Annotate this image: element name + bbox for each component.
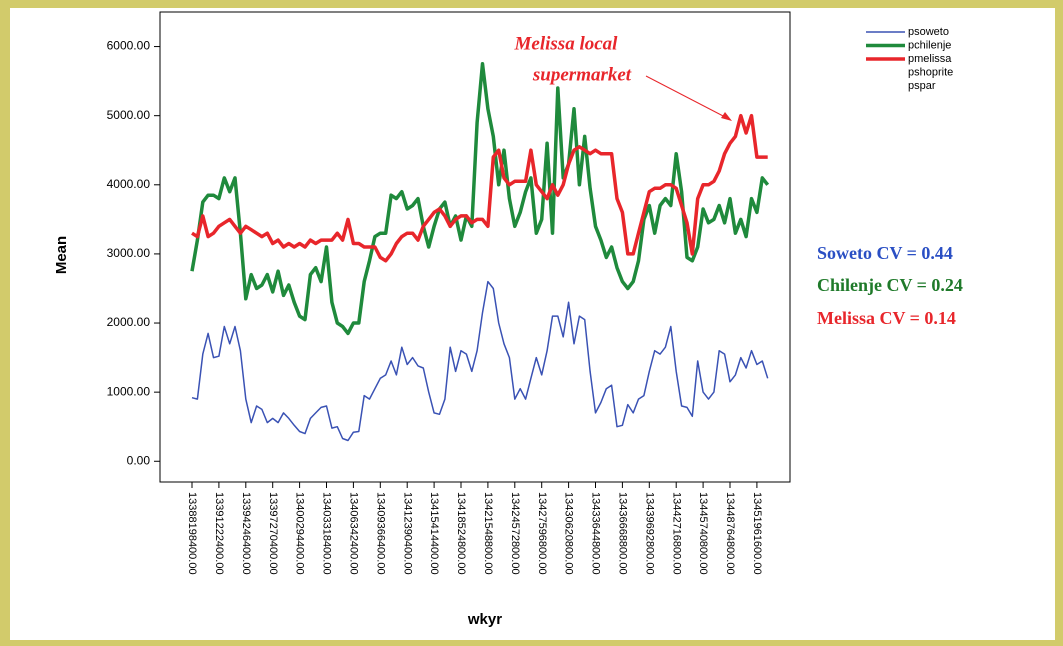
annotation: Chilenje CV = 0.24 xyxy=(817,275,963,295)
x-tick-label: 13436668800.00 xyxy=(616,492,628,575)
x-tick-label: 13406342400.00 xyxy=(347,492,359,575)
legend-label: pspar xyxy=(908,80,936,92)
x-tick-label: 13397270400.00 xyxy=(267,492,279,575)
annotation: Soweto CV = 0.44 xyxy=(817,243,953,263)
x-tick-label: 13391222400.00 xyxy=(213,492,225,575)
x-tick-label: 13424572800.00 xyxy=(509,492,521,575)
x-tick-label: 13433644800.00 xyxy=(590,492,602,575)
y-tick-label: 0.00 xyxy=(127,453,151,467)
x-tick-label: 13451961600.00 xyxy=(751,492,763,575)
x-tick-label: 13388198400.00 xyxy=(186,492,198,575)
x-tick-label: 13448764800.00 xyxy=(724,492,736,575)
panel xyxy=(10,8,1055,640)
legend-label: psoweto xyxy=(908,26,949,38)
series-line xyxy=(191,280,769,442)
x-tick-label: 13400294400.00 xyxy=(294,492,306,575)
x-tick-label: 13430620800.00 xyxy=(563,492,575,575)
y-tick-label: 4000.00 xyxy=(107,177,151,191)
annotation-arrow xyxy=(645,75,728,119)
legend-label: pshoprite xyxy=(908,66,953,78)
plot-frame xyxy=(159,11,791,483)
x-tick-label: 13403318400.00 xyxy=(321,492,333,575)
x-axis-label: wkyr xyxy=(467,611,502,628)
arrow-head xyxy=(721,112,732,121)
annotation: Melissa local xyxy=(514,33,619,54)
series-line xyxy=(190,62,770,336)
x-tick-label: 13439692800.00 xyxy=(643,492,655,575)
y-tick-label: 6000.00 xyxy=(107,39,151,53)
x-tick-label: 13418524800.00 xyxy=(455,492,467,575)
annotation: supermarket xyxy=(532,64,632,85)
legend-label: pmelissa xyxy=(908,53,952,65)
x-tick-label: 13442716800.00 xyxy=(670,492,682,575)
y-tick-label: 5000.00 xyxy=(107,108,151,122)
y-tick-label: 2000.00 xyxy=(107,315,151,329)
series-line xyxy=(191,113,768,263)
x-tick-label: 13412390400.00 xyxy=(401,492,413,575)
y-tick-label: 3000.00 xyxy=(107,246,151,260)
legend-label: pchilenje xyxy=(908,39,951,51)
x-tick-label: 13409366400.00 xyxy=(374,492,386,575)
y-tick-label: 1000.00 xyxy=(107,384,151,398)
y-axis-label: Mean xyxy=(53,236,70,274)
x-tick-label: 13394246400.00 xyxy=(240,492,252,575)
x-tick-label: 13415414400.00 xyxy=(428,492,440,575)
annotation: Melissa CV = 0.14 xyxy=(817,308,956,328)
x-tick-label: 13427596800.00 xyxy=(536,492,548,575)
x-tick-label: 13421548800.00 xyxy=(482,492,494,575)
x-tick-label: 13445740800.00 xyxy=(697,492,709,575)
